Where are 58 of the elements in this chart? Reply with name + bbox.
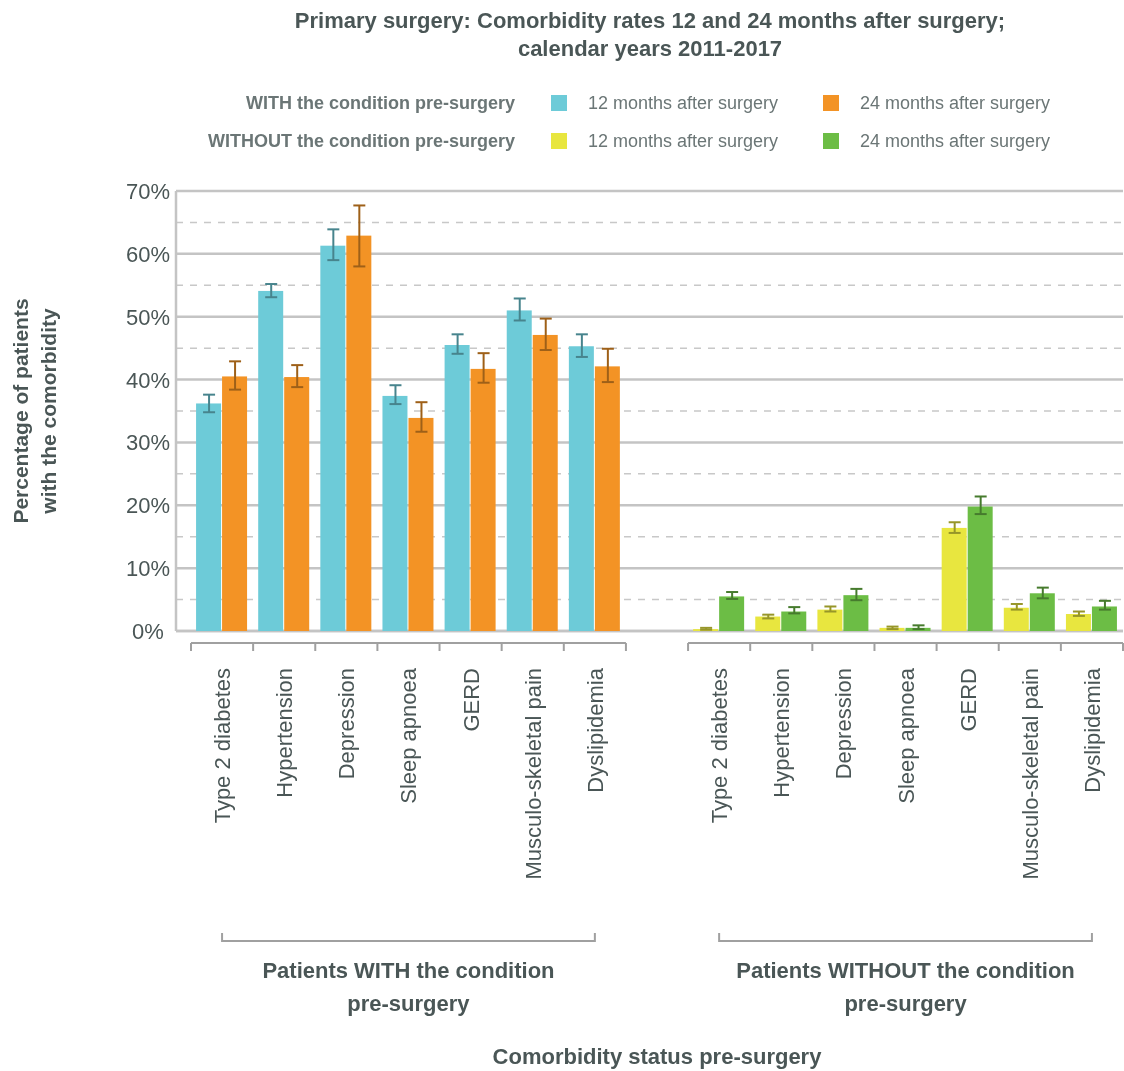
x-tick-label: Musculo-skeletal pain: [1017, 668, 1043, 880]
bar: [1003, 607, 1029, 631]
bar: [817, 609, 843, 631]
bar: [843, 595, 869, 631]
x-tick-label: Musculo-skeletal pain: [520, 668, 546, 880]
bar: [594, 366, 620, 631]
legend-label: 12 months after surgery: [588, 131, 779, 151]
x-tick-label: Dyslipidemia: [582, 667, 608, 793]
legend-label: 24 months after surgery: [860, 93, 1051, 113]
x-tick-label: Hypertension: [769, 668, 795, 798]
bar: [719, 596, 745, 631]
bar: [444, 345, 470, 631]
x-tick-label: GERD: [955, 668, 981, 732]
y-tick-label: 30%: [125, 430, 171, 456]
y-tick-label: 60%: [125, 241, 171, 267]
text: WITHOUT the condition pre-surgery: [207, 131, 515, 151]
x-tick-label: Dyslipidemia: [1079, 667, 1105, 793]
bar: [1029, 593, 1055, 631]
y-tick-label: 50%: [125, 304, 171, 330]
bar: [196, 403, 222, 631]
x-tick-label: Depression: [831, 668, 857, 780]
bar: [568, 346, 594, 631]
y-tick-label: 10%: [125, 556, 171, 582]
bar: [967, 506, 993, 631]
x-tick-label: GERD: [458, 668, 484, 732]
x-tick-label: Depression: [334, 668, 360, 780]
bar: [1091, 606, 1117, 631]
bar: [506, 310, 532, 631]
bar: [320, 245, 346, 631]
text: Patients WITHOUT the condition pre-surgery: [736, 958, 1075, 1016]
bar: [284, 377, 310, 631]
bar: [222, 376, 248, 631]
y-tick-label: 70%: [125, 179, 171, 204]
x-tick-label: Type 2 diabetes: [210, 668, 236, 824]
y-axis-title: Percentage of patients with the comorbidity: [9, 298, 60, 524]
bar: [1065, 614, 1091, 631]
x-tick-label: Sleep apnoea: [893, 667, 919, 804]
bar: [532, 334, 558, 631]
bar: [382, 395, 408, 631]
text: Patients WITH the condition pre-surgery: [262, 958, 555, 1016]
y-tick-label: 20%: [125, 493, 171, 519]
bar: [470, 368, 496, 631]
x-tick-label: Sleep apnoea: [396, 667, 422, 804]
text: WITH the condition pre-surgery: [245, 93, 515, 113]
x-tick-label: Hypertension: [272, 668, 298, 798]
legend-label: 12 months after surgery: [588, 93, 779, 113]
bar: [781, 611, 807, 631]
y-tick-label: 40%: [125, 367, 171, 393]
chart-title: Primary surgery: Comorbidity rates 12 and 24 months after surgery; calendar years 2011-2017: [294, 8, 1006, 61]
bar: [258, 290, 284, 631]
x-tick-label: Type 2 diabetes: [707, 668, 733, 824]
bar: [755, 616, 781, 631]
text: Comorbidity status pre-surgery: [492, 1044, 823, 1069]
bar: [941, 527, 967, 631]
bar: [408, 417, 434, 631]
legend-label: 24 months after surgery: [860, 131, 1051, 151]
y-tick-label: 0%: [132, 619, 164, 644]
bar: [346, 235, 372, 631]
